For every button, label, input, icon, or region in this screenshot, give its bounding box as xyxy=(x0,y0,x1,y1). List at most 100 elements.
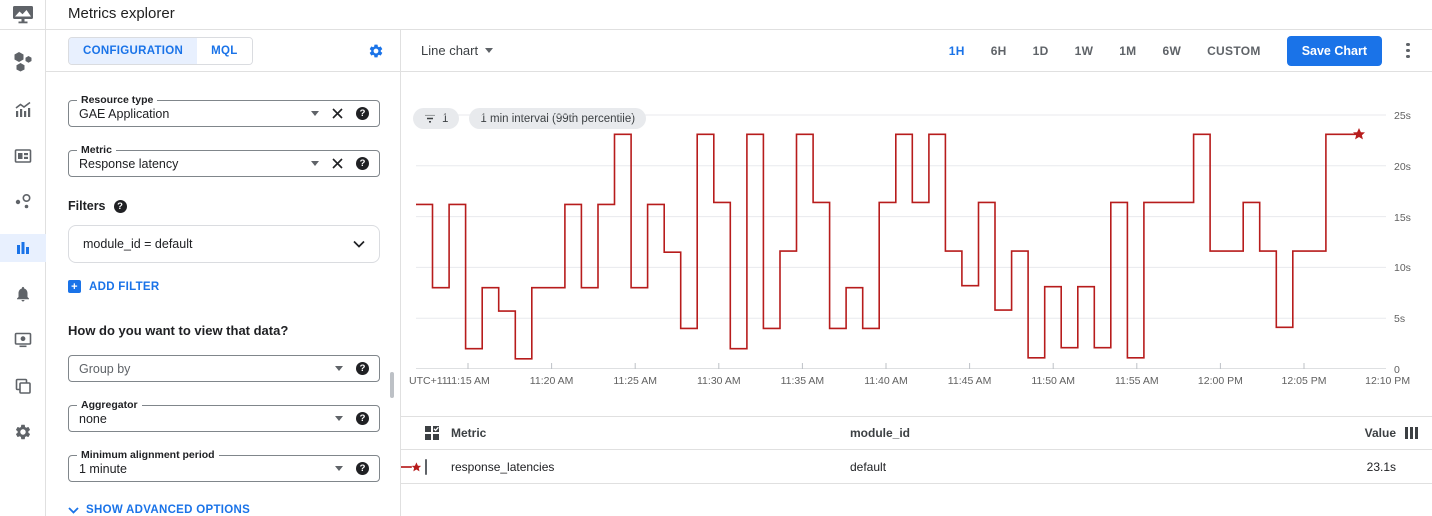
config-tab-row: CONFIGURATION MQL xyxy=(46,30,400,72)
filter-value: module_id = default xyxy=(83,237,193,251)
table-row[interactable]: response_latencies default 23.1s xyxy=(401,450,1432,484)
help-icon[interactable]: ? xyxy=(356,412,369,425)
chevron-down-icon[interactable] xyxy=(335,466,343,471)
metric-label: Metric xyxy=(77,145,116,155)
sidebar-item-dashboards[interactable] xyxy=(0,142,46,170)
aggregator-label: Aggregator xyxy=(77,400,142,410)
range-button-1m[interactable]: 1M xyxy=(1119,43,1137,58)
filter-row[interactable]: module_id = default xyxy=(68,225,380,263)
range-button-1h[interactable]: 1H xyxy=(948,43,965,58)
resource-type-field[interactable]: Resource type GAE Application ? xyxy=(68,95,380,127)
add-filter-button[interactable]: + ADD FILTER xyxy=(68,280,380,293)
range-button-6h[interactable]: 6H xyxy=(990,43,1007,58)
groups-icon xyxy=(14,377,32,395)
clear-icon[interactable] xyxy=(332,158,343,169)
x-axis-label: 11:35 AM xyxy=(780,375,825,387)
chevron-down-icon[interactable] xyxy=(311,161,319,166)
x-axis-label: 11:40 AM xyxy=(864,375,908,387)
y-axis-label: 0 xyxy=(1394,364,1400,376)
group-by-placeholder: Group by xyxy=(79,361,131,376)
row-value: 23.1s xyxy=(1366,459,1396,474)
page-title: Metrics explorer xyxy=(68,5,175,22)
tab-configuration[interactable]: CONFIGURATION xyxy=(69,37,198,64)
resource-type-value: GAE Application xyxy=(79,106,170,121)
sidebar-item-overview[interactable] xyxy=(0,44,46,78)
row-checkbox[interactable] xyxy=(425,458,427,475)
show-advanced-label: SHOW ADVANCED OPTIONS xyxy=(86,504,251,516)
chart-panel: Line chart 1H 6H 1D 1W 1M 6W CUSTOM Save Chart… xyxy=(400,30,1432,516)
bell-icon xyxy=(14,285,32,303)
y-axis-label: 5s xyxy=(1394,313,1406,326)
dashboards-icon xyxy=(14,147,32,165)
filters-help-icon[interactable]: ? xyxy=(113,199,127,213)
sidebar-item-groups[interactable] xyxy=(0,372,46,400)
y-axis-label: 10s xyxy=(1394,262,1411,275)
range-button-1d[interactable]: 1D xyxy=(1032,43,1049,58)
range-button-custom[interactable]: CUSTOM xyxy=(1207,43,1261,58)
x-axis-label: 11:50 AM xyxy=(1031,375,1075,387)
x-axis-label: 11:20 AM xyxy=(529,375,574,387)
resource-type-label: Resource type xyxy=(77,95,158,105)
chart-type-dropdown[interactable]: Line chart xyxy=(421,43,494,58)
help-icon[interactable]: ? xyxy=(356,462,369,475)
sidebar-item-services[interactable] xyxy=(0,188,46,216)
col-metric: Metric xyxy=(451,426,487,440)
row-metric: response_latencies xyxy=(451,459,555,474)
y-axis-label: 20s xyxy=(1394,160,1411,173)
clear-icon[interactable] xyxy=(332,108,343,119)
time-range-group: 1H 6H 1D 1W 1M 6W CUSTOM xyxy=(949,44,1261,58)
group-by-field[interactable]: Group by ? xyxy=(68,355,380,382)
tab-mql[interactable]: MQL xyxy=(197,37,252,64)
help-icon[interactable]: ? xyxy=(356,362,369,375)
y-axis-label: 15s xyxy=(1394,211,1411,224)
show-advanced-options[interactable]: SHOW ADVANCED OPTIONS xyxy=(68,504,380,516)
chevron-down-icon[interactable] xyxy=(311,111,319,116)
column-chooser-icon[interactable] xyxy=(1396,427,1432,439)
overview-icon xyxy=(12,50,34,72)
metrics-icon xyxy=(14,101,32,119)
chevron-down-icon[interactable] xyxy=(335,416,343,421)
x-axis-label: 11:15 AM xyxy=(446,375,490,387)
filter-count: 1 xyxy=(442,112,449,125)
sidebar-item-metrics[interactable] xyxy=(0,96,46,124)
x-axis-label: 11:25 AM xyxy=(613,375,657,387)
metric-field[interactable]: Metric Response latency ? xyxy=(68,145,380,177)
monitoring-logo-icon[interactable] xyxy=(0,0,46,30)
chevron-down-icon xyxy=(353,240,365,248)
sidebar-item-uptime-checks[interactable] xyxy=(0,326,46,354)
range-button-6w[interactable]: 6W xyxy=(1162,43,1182,58)
line-chart-plot[interactable] xyxy=(416,110,1386,369)
min-alignment-label: Minimum alignment period xyxy=(77,450,219,460)
help-icon[interactable]: ? xyxy=(356,157,369,170)
view-data-question: How do you want to view that data? xyxy=(68,323,289,338)
x-axis-label: 11:45 AM xyxy=(947,375,992,387)
range-button-1w[interactable]: 1W xyxy=(1074,43,1094,58)
y-axis-label: 25s xyxy=(1394,110,1411,122)
help-icon[interactable]: ? xyxy=(356,107,369,120)
table-header-row: Metric module_id Value xyxy=(401,416,1432,450)
metric-value: Response latency xyxy=(79,156,179,171)
chevron-down-icon[interactable] xyxy=(335,366,343,371)
services-icon xyxy=(14,193,32,211)
sidebar-item-metrics-explorer[interactable] xyxy=(0,234,46,262)
row-module-id: default xyxy=(850,459,887,474)
col-module-id: module_id xyxy=(850,426,911,440)
min-alignment-value: 1 minute xyxy=(79,461,127,476)
app-bar: Metrics explorer xyxy=(0,0,1432,30)
config-gear-icon[interactable] xyxy=(368,43,384,59)
grid-check-icon[interactable] xyxy=(425,426,451,440)
save-chart-button[interactable]: Save Chart xyxy=(1286,35,1382,66)
bar-chart-icon xyxy=(14,239,32,257)
min-alignment-field[interactable]: Minimum alignment period 1 minute ? xyxy=(68,450,380,482)
more-options-icon[interactable] xyxy=(1398,42,1418,59)
sidebar-item-alerting[interactable] xyxy=(0,280,46,308)
series-legend-mark xyxy=(401,461,425,473)
chevron-down-icon xyxy=(485,48,494,53)
aggregator-field[interactable]: Aggregator none ? xyxy=(68,400,380,432)
sidebar-item-settings[interactable] xyxy=(0,418,46,446)
x-axis-label: 11:55 AM xyxy=(1115,375,1159,387)
gear-icon xyxy=(14,423,32,441)
chart-type-label: Line chart xyxy=(421,43,479,58)
plus-icon: + xyxy=(68,280,81,293)
config-scrollbar[interactable] xyxy=(390,372,394,398)
